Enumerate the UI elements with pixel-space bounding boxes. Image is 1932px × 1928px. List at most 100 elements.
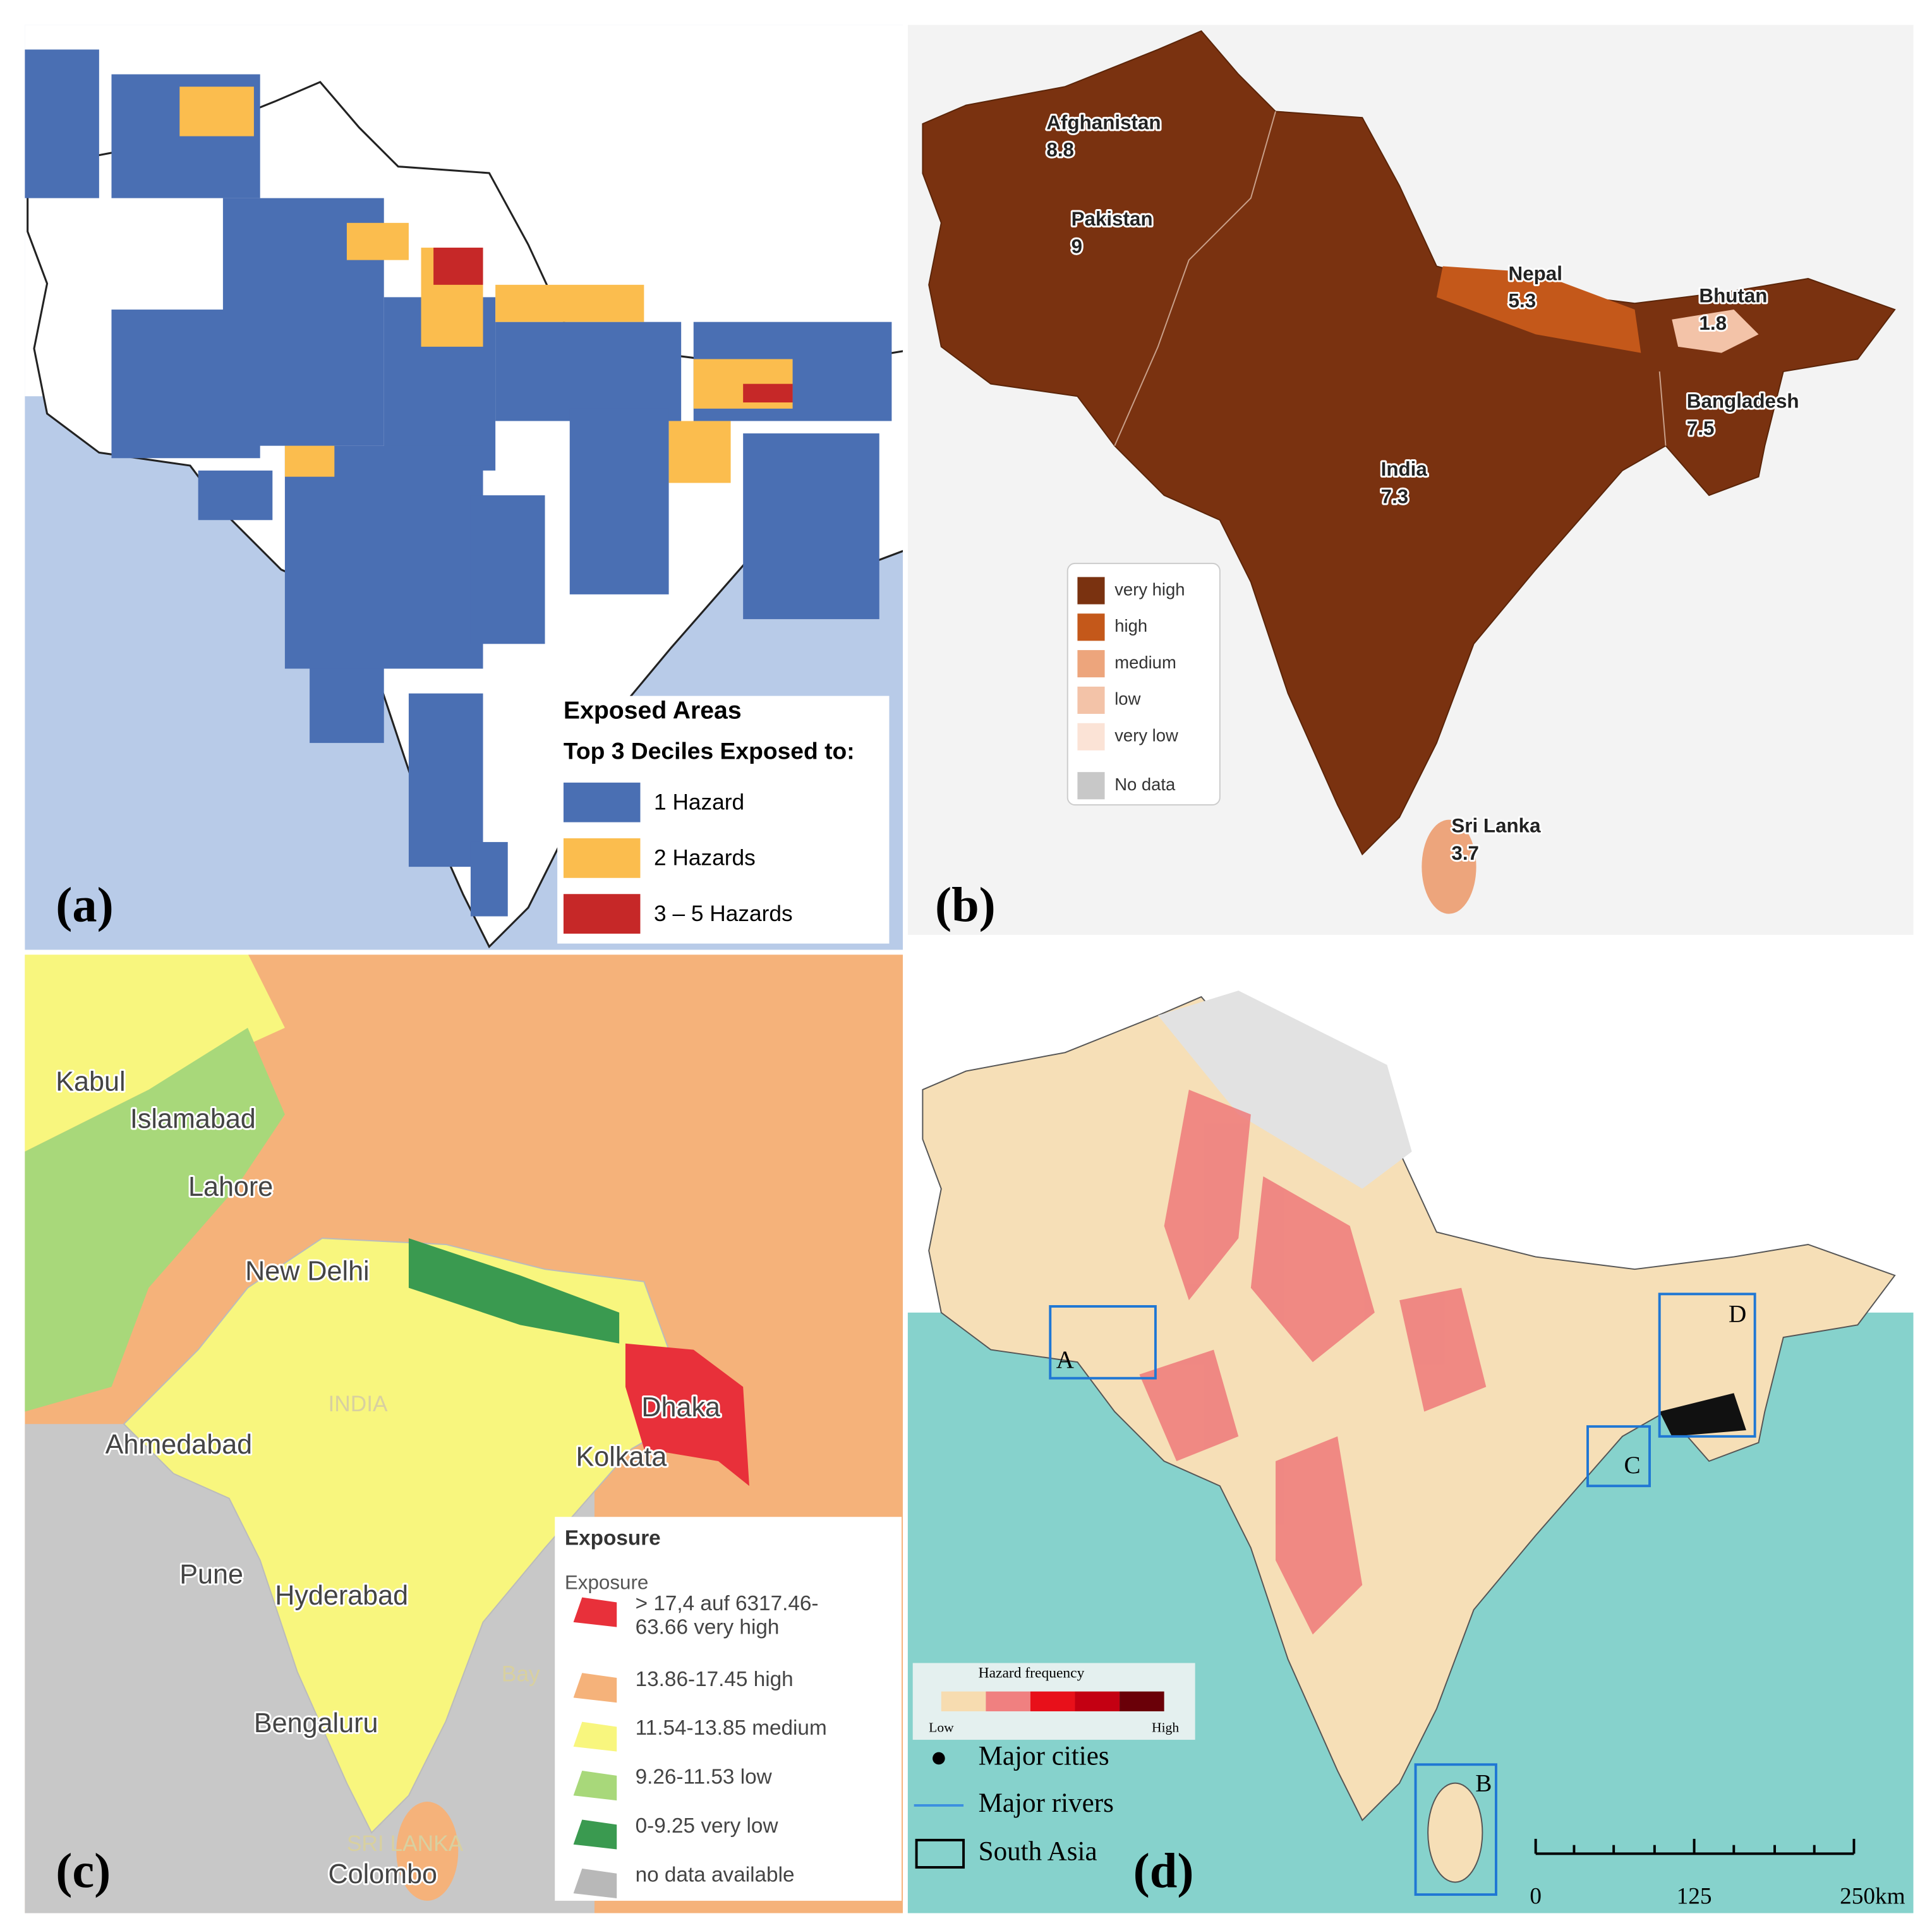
legend-label: Major rivers	[979, 1788, 1114, 1818]
legend-swatch	[1077, 723, 1105, 750]
study-boxes: A B C D	[1049, 1292, 1756, 1896]
scale-label: 250km	[1840, 1884, 1905, 1910]
study-box	[1586, 1425, 1651, 1488]
legend-label: no data available	[636, 1863, 795, 1886]
city-label: Pune	[179, 1560, 243, 1590]
country-labels: Afghanistan 8.8 Pakistan 9 Nepal 5.3 Bhutan 1.8…	[1044, 109, 1801, 865]
legend-swatch	[573, 1721, 617, 1752]
panel-a-map	[25, 25, 904, 951]
country-value: 7.3	[1381, 485, 1409, 507]
nepal	[408, 1238, 620, 1344]
legend-swatch	[563, 894, 641, 934]
legend-label: 13.86-17.45 high	[636, 1668, 794, 1691]
legend-title: Hazard frequency	[979, 1665, 1085, 1682]
mountains	[1157, 991, 1412, 1189]
legend-swatch	[573, 1868, 617, 1898]
scale-bar: 0 125 250km	[1530, 1838, 1905, 1910]
legend-swatch	[1077, 650, 1105, 678]
legend-label: Major cities	[979, 1741, 1109, 1771]
country-value: 1.8	[1699, 312, 1727, 334]
region-label: INDIA	[329, 1392, 389, 1416]
legend-swatch	[1077, 686, 1105, 714]
legend-label: > 17,4 auf 6317.46-	[636, 1592, 819, 1615]
legend-label: 9.26-11.53 low	[636, 1766, 773, 1789]
bhutan	[1672, 310, 1759, 353]
country-name: Pakistan	[1072, 208, 1153, 230]
legend-label: 11.54-13.85 medium	[636, 1716, 827, 1740]
legend-c-items: > 17,4 auf 6317.46-63.66 very high 13.86-…	[573, 1592, 827, 1898]
city-label: Kabul	[56, 1067, 125, 1097]
country-name: Nepal	[1509, 262, 1562, 284]
country-name: Sri Lanka	[1451, 815, 1541, 837]
legend-label: medium	[1114, 653, 1176, 672]
legend-swatch	[573, 1819, 617, 1850]
borders	[1114, 111, 1667, 447]
country-name: Afghanistan	[1046, 111, 1161, 133]
legend-label: high	[1114, 616, 1147, 636]
hazard-cells-3	[433, 248, 793, 403]
ramp-segment	[986, 1691, 1030, 1711]
legend-a-items: 1 Hazard 2 Hazards 3 – 5 Hazards	[563, 782, 793, 934]
city-label: Hyderabad	[275, 1581, 408, 1611]
study-box-label: D	[1729, 1301, 1746, 1328]
sri-lanka	[1427, 1782, 1483, 1883]
legend-swatch	[563, 838, 641, 878]
study-box	[1049, 1305, 1157, 1380]
legend-swatch	[1077, 577, 1105, 605]
city-label: Colombo	[329, 1859, 438, 1889]
legend-b-items: very high high medium low very low No data	[1077, 577, 1185, 800]
legend-label: very high	[1114, 579, 1185, 599]
legend-label: 0-9.25 very low	[636, 1814, 779, 1838]
legend-d-items: Major cities Major rivers South Asia	[979, 1741, 1114, 1866]
legend-ramp	[941, 1691, 1164, 1711]
scale-label: 125	[1677, 1884, 1712, 1910]
region-label: Bay	[502, 1661, 540, 1686]
panel-b-map	[906, 25, 1914, 935]
sri-lanka	[1422, 819, 1476, 914]
country-value: 3.7	[1451, 842, 1479, 864]
legend-label: low	[1114, 689, 1140, 709]
scale-label: 0	[1530, 1884, 1542, 1910]
city-symbol	[933, 1752, 945, 1765]
panel-d-map	[906, 953, 1914, 1913]
country-name: Bhutan	[1699, 285, 1767, 307]
legend-subtitle: Top 3 Deciles Exposed to:	[564, 738, 855, 764]
hazard-cells-2	[179, 87, 793, 483]
bangladesh	[625, 1343, 749, 1486]
study-box	[1414, 1763, 1497, 1896]
legend-label: No data	[1114, 774, 1176, 794]
panel-label: (a)	[56, 877, 113, 932]
sri-lanka	[396, 1802, 459, 1901]
afghanistan	[25, 953, 285, 1152]
legend-label: very low	[1114, 726, 1178, 745]
panel-label: (b)	[935, 877, 996, 932]
legend-swatch	[573, 1673, 617, 1703]
study-box-label: B	[1475, 1770, 1492, 1797]
country-value: 8.8	[1046, 138, 1074, 160]
region-label: SRI LANKA	[347, 1831, 464, 1856]
country-name: Bangladesh	[1687, 390, 1799, 412]
country-value: 5.3	[1509, 290, 1537, 312]
region-symbol	[915, 1838, 965, 1869]
city-label: Islamabad	[130, 1104, 256, 1134]
city-label: Kolkata	[576, 1442, 667, 1472]
legend-swatch	[563, 782, 641, 822]
city-label: Ahmedabad	[106, 1430, 253, 1460]
legend-swatch	[573, 1771, 617, 1801]
legend-label: 1 Hazard	[654, 790, 744, 814]
legend-swatch	[1077, 772, 1105, 800]
legend-label: 3 – 5 Hazards	[654, 901, 793, 926]
study-box	[1658, 1292, 1756, 1438]
legend-label: 2 Hazards	[654, 846, 756, 871]
city-label: Lahore	[188, 1172, 273, 1202]
ramp-segment	[1075, 1691, 1120, 1711]
panel-label: (c)	[56, 1843, 111, 1898]
panel-label: (d)	[1133, 1843, 1194, 1898]
legend-label: 63.66 very high	[636, 1615, 780, 1639]
hazard-areas	[1139, 1089, 1487, 1635]
legend-title: Exposure	[565, 1526, 661, 1550]
legend-swatch	[573, 1597, 617, 1627]
legend-b-box	[1066, 562, 1221, 806]
